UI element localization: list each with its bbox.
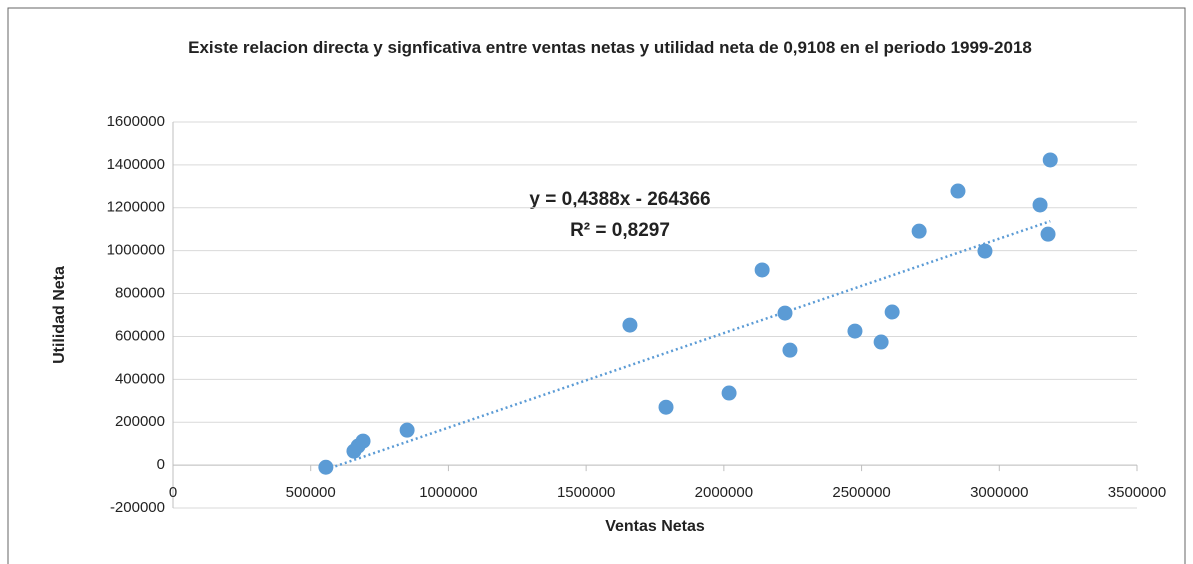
- x-tick-label: 3500000: [1108, 484, 1166, 501]
- chart-frame: [7, 7, 1186, 564]
- y-tick-label: 1600000: [107, 113, 165, 130]
- point: [884, 304, 900, 320]
- trend-equation: y = 0,4388x - 264366: [529, 189, 710, 210]
- y-axis-label: Utilidad Neta: [51, 266, 68, 364]
- point: [622, 317, 638, 333]
- trend-r2: R² = 0,8297: [570, 220, 670, 241]
- point: [782, 342, 798, 358]
- point: [977, 243, 993, 259]
- y-tick-label: 800000: [115, 285, 165, 302]
- point: [950, 183, 966, 199]
- chart-title: Existe relacion directa y signficativa e…: [188, 38, 1032, 57]
- x-tick-label: 500000: [286, 484, 336, 501]
- y-tick-label: 200000: [115, 413, 165, 430]
- x-tick-label: 2500000: [832, 484, 890, 501]
- point: [399, 422, 415, 438]
- x-axis-label: Ventas Netas: [605, 518, 705, 535]
- point: [873, 334, 889, 350]
- point: [355, 433, 371, 449]
- point: [721, 385, 737, 401]
- x-tick-label: 1000000: [419, 484, 477, 501]
- y-tick-label: -200000: [110, 499, 165, 516]
- point: [1032, 197, 1048, 213]
- y-tick-label: 1000000: [107, 242, 165, 259]
- point: [754, 262, 770, 278]
- x-tick-label: 1500000: [557, 484, 615, 501]
- x-tick-label: 2000000: [695, 484, 753, 501]
- y-tick-label: 600000: [115, 327, 165, 344]
- y-tick-label: 1200000: [107, 199, 165, 216]
- point: [847, 323, 863, 339]
- point: [777, 305, 793, 321]
- y-tick-label: 0: [157, 456, 165, 473]
- trendline: [325, 219, 1051, 471]
- x-tick-label: 0: [169, 484, 177, 501]
- point: [658, 399, 674, 415]
- y-tick-label: 1400000: [107, 156, 165, 173]
- y-tick-label: 400000: [115, 370, 165, 387]
- point: [318, 459, 334, 475]
- x-tick-label: 3000000: [970, 484, 1028, 501]
- point: [1042, 152, 1058, 168]
- point: [1040, 226, 1056, 242]
- point: [911, 223, 927, 239]
